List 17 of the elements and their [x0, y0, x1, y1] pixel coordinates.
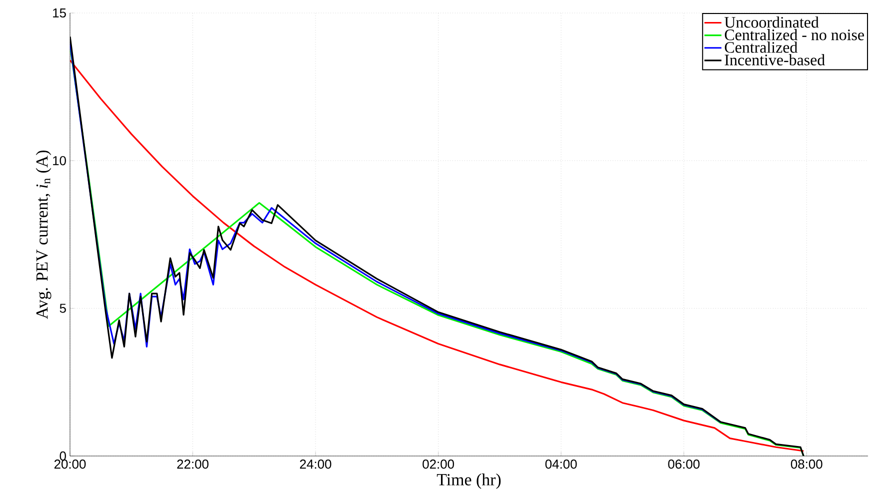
legend-label: Incentive-based — [724, 54, 825, 66]
x-tick-label: 02:00 — [422, 460, 454, 469]
y-axis-title: Avg. PEV current, i$_{n}$ (A) — [36, 150, 52, 319]
y-tick-label: 0 — [60, 451, 66, 461]
x-tick-label: 08:00 — [790, 460, 822, 469]
y-tick-label: 10 — [53, 156, 66, 166]
x-tick-label: 24:00 — [300, 460, 332, 469]
x-tick-label: 04:00 — [545, 460, 577, 469]
legend-label: Uncoordinated — [724, 16, 819, 28]
x-axis-title: Time (hr) — [436, 474, 501, 489]
x-tick-label: 06:00 — [668, 460, 700, 469]
legend-label: Centralized — [724, 42, 798, 53]
y-tick-label: 15 — [53, 8, 66, 18]
y-tick-label: 5 — [60, 304, 66, 313]
legend-label: Centralized - no noise — [724, 29, 864, 40]
x-tick-label: 22:00 — [177, 460, 208, 469]
x-tick-label: 20:00 — [54, 460, 86, 469]
